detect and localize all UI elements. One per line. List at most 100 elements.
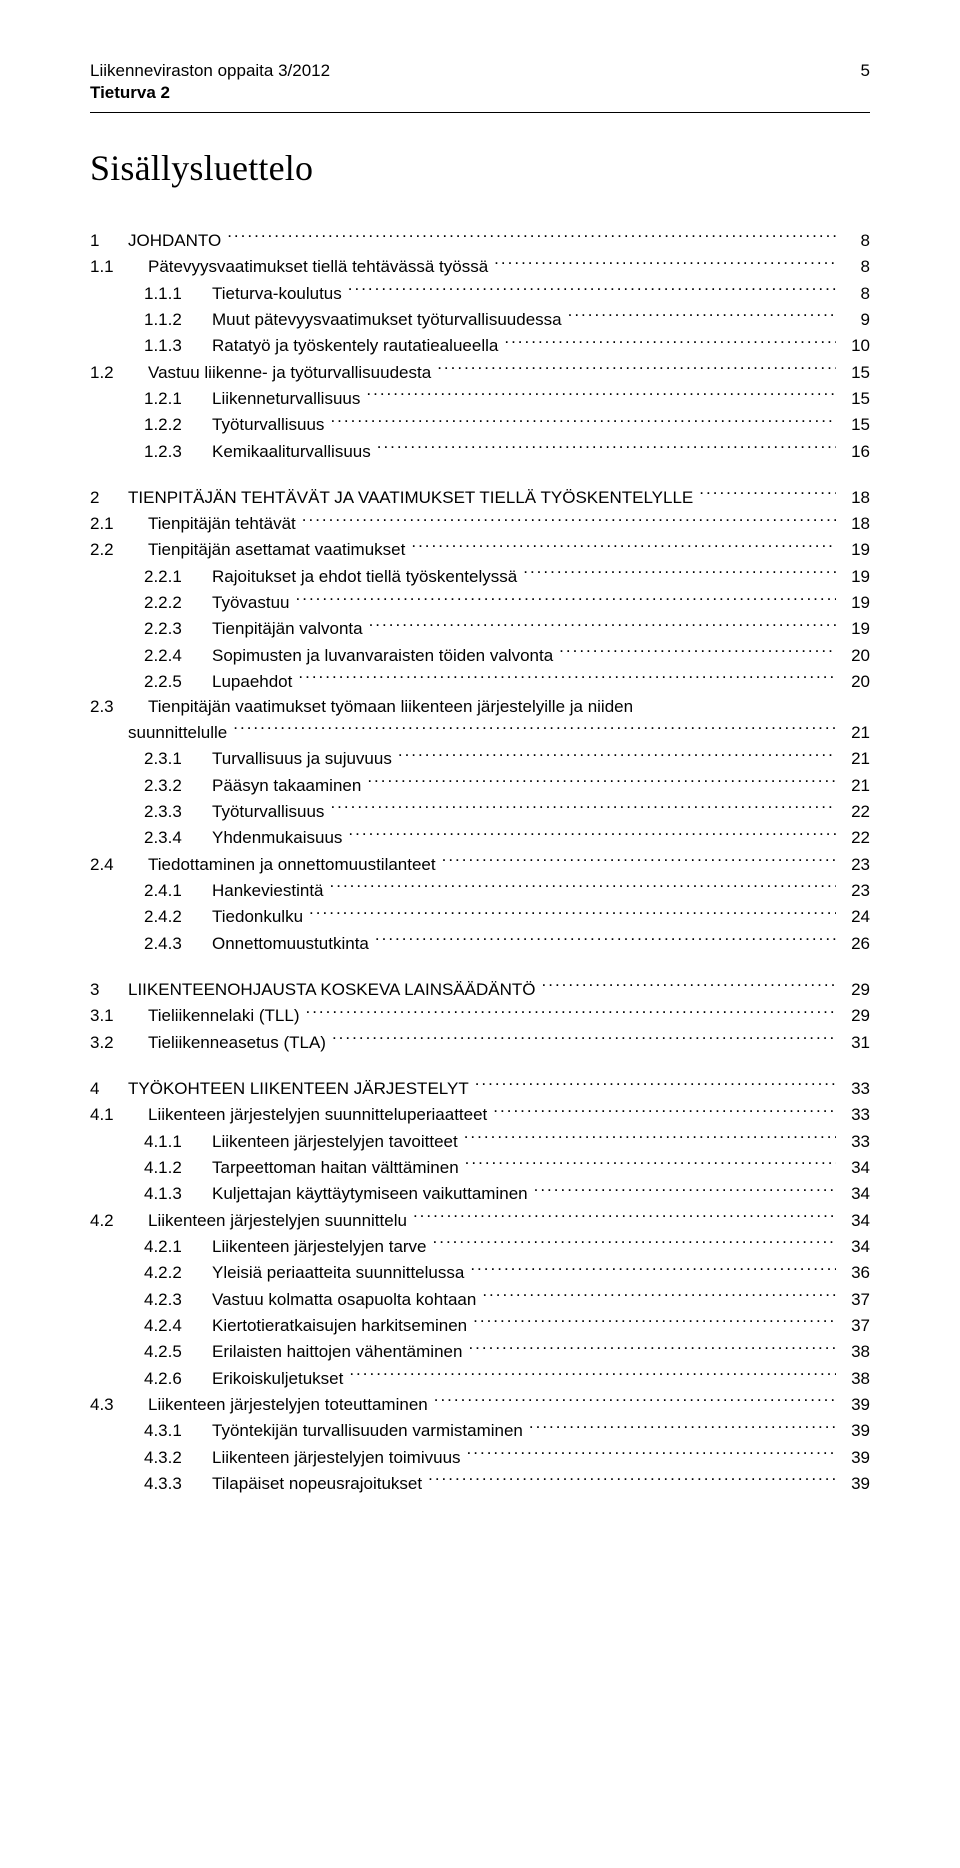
toc-number: 4.1.2 xyxy=(144,1156,212,1181)
toc-label: Liikenteen järjestelyjen tavoitteet xyxy=(212,1130,464,1155)
toc-label: Työturvallisuus xyxy=(212,413,330,438)
header-rule xyxy=(90,112,870,113)
toc-row: 2.4.1Hankeviestintä23 xyxy=(90,877,870,903)
toc-label: Työturvallisuus xyxy=(212,800,330,825)
toc-leaders xyxy=(369,616,836,635)
page-title: Sisällysluettelo xyxy=(90,147,870,189)
toc-leaders xyxy=(302,510,836,529)
toc-page: 33 xyxy=(836,1130,870,1155)
toc-number: 2.2.1 xyxy=(144,565,212,590)
toc-leaders xyxy=(428,1470,836,1489)
toc-leaders xyxy=(493,1102,836,1121)
toc-row: 4.1.2Tarpeettoman haitan välttäminen34 xyxy=(90,1154,870,1180)
toc-label: Yleisiä periaatteita suunnittelussa xyxy=(212,1261,470,1286)
toc-label: Kiertotieratkaisujen harkitseminen xyxy=(212,1314,473,1339)
toc-number: 1.1.2 xyxy=(144,308,212,333)
toc-number: 4.1 xyxy=(90,1103,148,1128)
toc-leaders xyxy=(542,976,837,995)
header-publication: Liikenneviraston oppaita 3/2012 xyxy=(90,60,330,82)
header-line-2: Tieturva 2 xyxy=(90,82,870,104)
toc-leaders xyxy=(332,1029,836,1048)
toc-label: TYÖKOHTEEN LIIKENTEEN JÄRJESTELYT xyxy=(128,1077,475,1102)
toc-number: 1.2.2 xyxy=(144,413,212,438)
toc-leaders xyxy=(494,254,836,273)
toc-label: Liikenteen järjestelyjen suunnitteluperi… xyxy=(148,1103,493,1128)
toc-label: Liikenteen järjestelyjen tarve xyxy=(212,1235,433,1260)
toc-number: 4.2.4 xyxy=(144,1314,212,1339)
toc-page: 18 xyxy=(836,512,870,537)
toc-label: JOHDANTO xyxy=(128,229,227,254)
toc-leaders xyxy=(413,1207,836,1226)
toc-label: Erilaisten haittojen vähentäminen xyxy=(212,1340,468,1365)
toc-page: 33 xyxy=(836,1077,870,1102)
toc-label: Tienpitäjän vaatimukset työmaan liikente… xyxy=(148,695,639,720)
toc-row: 4.1.3Kuljettajan käyttäytymiseen vaikutt… xyxy=(90,1181,870,1207)
toc-number: 3.1 xyxy=(90,1004,148,1029)
toc-page: 19 xyxy=(836,538,870,563)
toc-leaders xyxy=(411,537,836,556)
toc-label: Yhdenmukaisuus xyxy=(212,826,348,851)
toc-row: 1.2Vastuu liikenne- ja työturvallisuudes… xyxy=(90,359,870,385)
toc-label: Pätevyysvaatimukset tiellä tehtävässä ty… xyxy=(148,255,494,280)
toc-number: 2.2.2 xyxy=(144,591,212,616)
toc-row: 4.3.1Työntekijän turvallisuuden varmista… xyxy=(90,1418,870,1444)
toc-leaders xyxy=(434,1391,836,1410)
toc-row: 4.2.4Kiertotieratkaisujen harkitseminen3… xyxy=(90,1312,870,1338)
toc-page: 38 xyxy=(836,1367,870,1392)
toc-label: Pääsyn takaaminen xyxy=(212,774,367,799)
toc-number: 4.2.1 xyxy=(144,1235,212,1260)
toc-number: 2.2.4 xyxy=(144,644,212,669)
toc-page: 9 xyxy=(836,308,870,333)
toc-leaders xyxy=(523,563,836,582)
toc-row: 1.1.3Ratatyö ja työskentely rautatiealue… xyxy=(90,333,870,359)
toc-row: 2.4.3Onnettomuustutkinta26 xyxy=(90,930,870,956)
toc-number: 4.2.5 xyxy=(144,1340,212,1365)
toc-row: 2.2.4Sopimusten ja luvanvaraisten töiden… xyxy=(90,642,870,668)
toc-row: 2.4.2Tiedonkulku24 xyxy=(90,904,870,930)
toc-row: 4TYÖKOHTEEN LIIKENTEEN JÄRJESTELYT33 xyxy=(90,1075,870,1101)
toc-label: Turvallisuus ja sujuvuus xyxy=(212,747,398,772)
toc-number: 4.3.1 xyxy=(144,1419,212,1444)
toc-number: 3.2 xyxy=(90,1031,148,1056)
toc-leaders xyxy=(470,1260,836,1279)
toc-row: 2.3.4Yhdenmukaisuus22 xyxy=(90,825,870,851)
toc-leaders xyxy=(482,1286,836,1305)
toc-page: 10 xyxy=(836,334,870,359)
toc-row: 2.3.3Työturvallisuus22 xyxy=(90,798,870,824)
toc-page: 29 xyxy=(836,1004,870,1029)
toc-page: 23 xyxy=(836,879,870,904)
toc-label: Lupaehdot xyxy=(212,670,298,695)
toc-leaders xyxy=(465,1154,836,1173)
toc-block: 2TIENPITÄJÄN TEHTÄVÄT JA VAATIMUKSET TIE… xyxy=(90,484,870,956)
toc-leaders xyxy=(330,877,836,896)
toc-leaders xyxy=(442,851,836,870)
toc-number: 2.2.5 xyxy=(144,670,212,695)
toc-row: 2.3.2Pääsyn takaaminen21 xyxy=(90,772,870,798)
toc-row: 2.2Tienpitäjän asettamat vaatimukset19 xyxy=(90,537,870,563)
toc-row: 2.2.3Tienpitäjän valvonta19 xyxy=(90,616,870,642)
toc-leaders xyxy=(349,1365,836,1384)
toc-number: 1.2 xyxy=(90,361,148,386)
header-subject: Tieturva 2 xyxy=(90,82,170,104)
toc-leaders xyxy=(699,484,836,503)
toc-label: Liikenteen järjestelyjen suunnittelu xyxy=(148,1209,413,1234)
toc-label: Vastuu kolmatta osapuolta kohtaan xyxy=(212,1288,482,1313)
toc-row: 4.2Liikenteen järjestelyjen suunnittelu3… xyxy=(90,1207,870,1233)
toc-page: 18 xyxy=(836,486,870,511)
toc-block: 3LIIKENTEENOHJAUSTA KOSKEVA LAINSÄÄDÄNTÖ… xyxy=(90,976,870,1055)
toc-number: 1.2.1 xyxy=(144,387,212,412)
toc-number: 3 xyxy=(90,978,128,1003)
toc-label: Tienpitäjän tehtävät xyxy=(148,512,302,537)
toc-page: 34 xyxy=(836,1156,870,1181)
toc-page: 24 xyxy=(836,905,870,930)
toc-number: 4.2 xyxy=(90,1209,148,1234)
toc-page: 26 xyxy=(836,932,870,957)
toc-row: suunnittelulle21 xyxy=(90,719,870,745)
toc-number: 1.1 xyxy=(90,255,148,280)
toc-label: Tiedonkulku xyxy=(212,905,309,930)
toc-leaders xyxy=(467,1444,836,1463)
toc-label: Muut pätevyysvaatimukset työturvallisuud… xyxy=(212,308,568,333)
toc-label: Tienpitäjän valvonta xyxy=(212,617,369,642)
toc-number: 2.3.1 xyxy=(144,747,212,772)
toc-leaders xyxy=(296,589,837,608)
